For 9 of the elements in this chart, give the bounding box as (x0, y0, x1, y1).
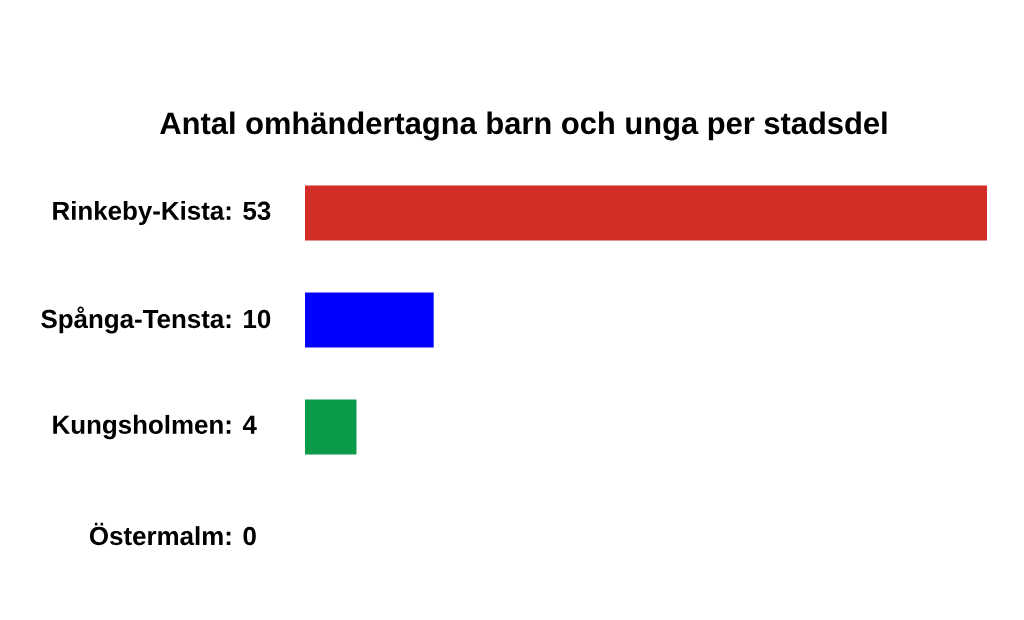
data-label: : 4 (226, 415, 257, 434)
y-tick-label: Kungsholmen (53, 414, 223, 440)
chart-title: Antal omhändertagna barn och unga per stadsdel (160, 111, 887, 141)
data-label: : 0 (226, 526, 256, 546)
y-tick-label: Östermalm (89, 522, 223, 546)
y-tick-label: Rinkeby-Kista (53, 200, 225, 226)
y-tick-label: Spånga-Tensta (41, 306, 225, 334)
data-label: : 53 (226, 201, 271, 220)
data-label: : 10 (226, 309, 271, 329)
